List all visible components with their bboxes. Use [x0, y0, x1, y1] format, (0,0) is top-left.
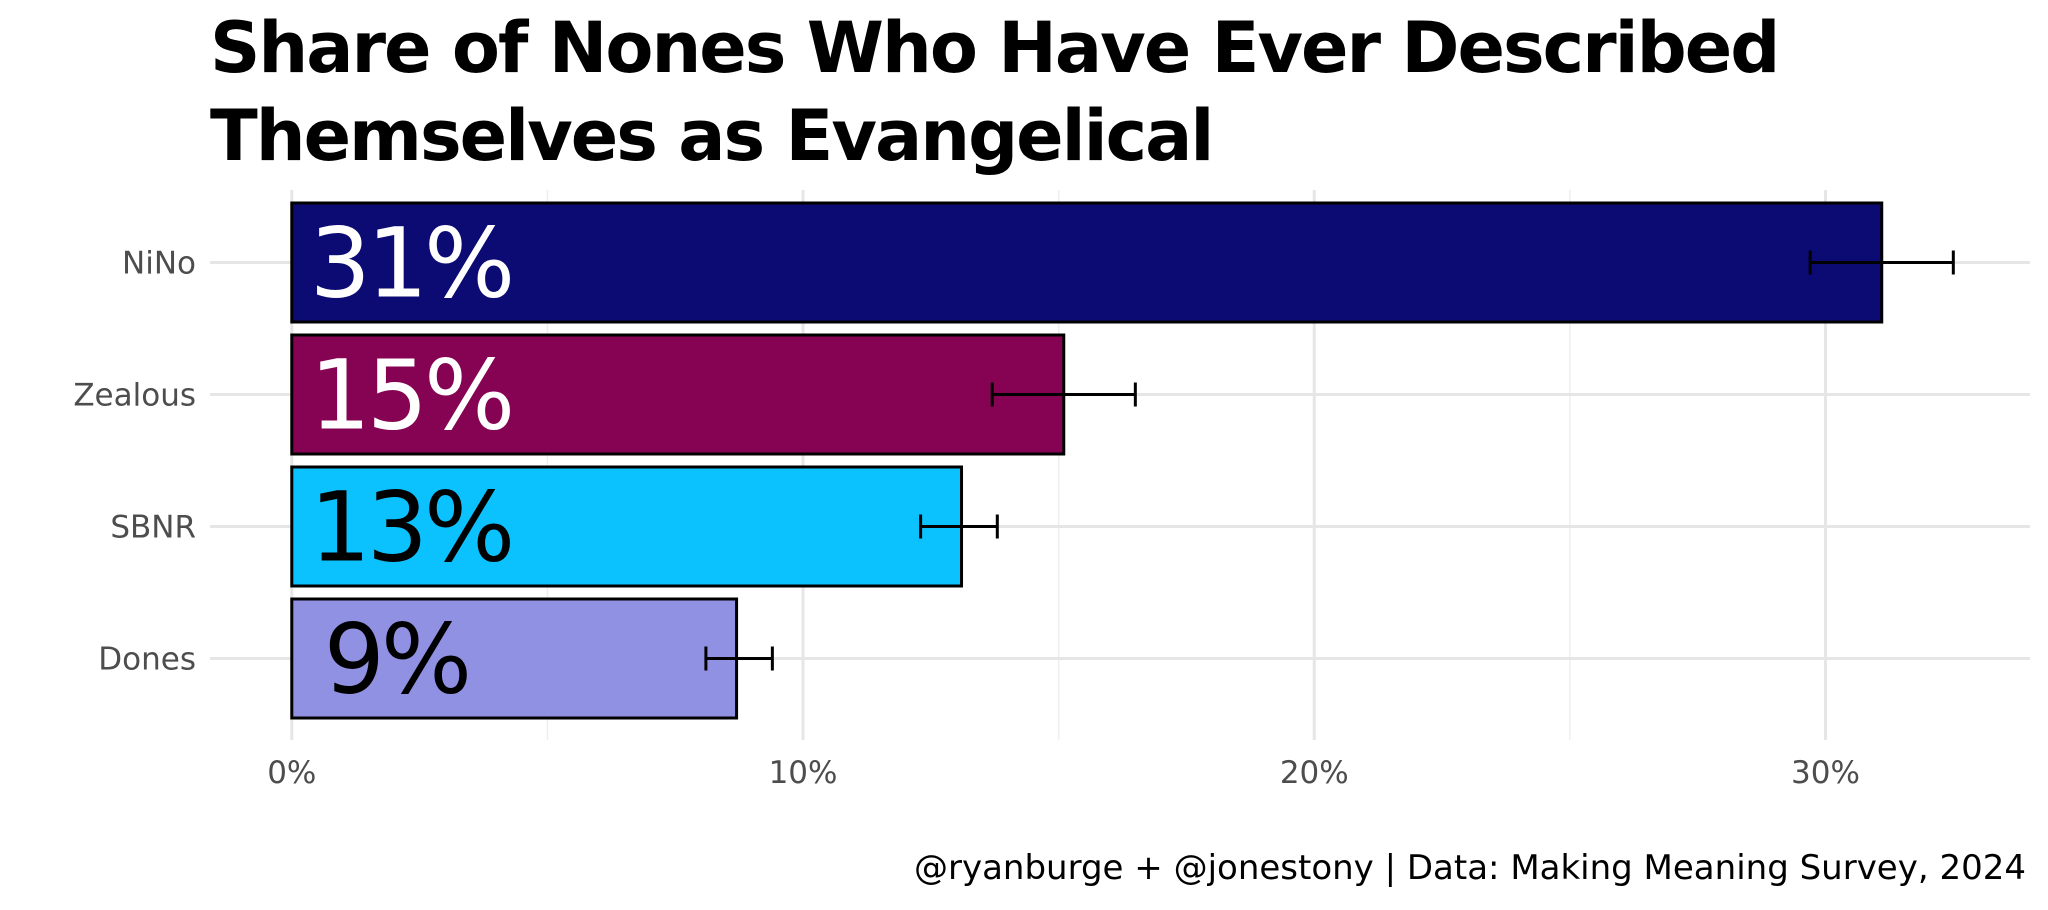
x-tick-label: 20%	[1280, 755, 1349, 791]
bar-sbnr	[290, 465, 964, 588]
value-labels: 31% 15% 13% 9%	[310, 208, 515, 716]
bar-dones	[290, 597, 739, 720]
chart-title: Share of Nones Who Have Ever Described T…	[210, 7, 1780, 177]
y-tick-label: NiNo	[122, 246, 196, 282]
y-tick-label: Zealous	[73, 378, 196, 414]
x-tick-label: 0%	[267, 755, 316, 791]
x-tick-label: 30%	[1791, 755, 1860, 791]
bar-value-label: 31%	[310, 208, 511, 320]
chart-caption: @ryanburge + @jonestony | Data: Making M…	[913, 848, 2026, 888]
y-axis-tick-labels: NiNo Zealous SBNR Dones	[73, 246, 196, 678]
y-tick-label: Dones	[98, 642, 196, 678]
bars	[290, 201, 1884, 720]
bar-value-label: 9%	[324, 604, 468, 716]
x-tick-label: 10%	[769, 755, 838, 791]
x-axis-tick-labels: 0% 10% 20% 30%	[267, 755, 1860, 791]
y-tick-label: SBNR	[110, 510, 196, 546]
bar-value-label: 13%	[310, 472, 511, 584]
error-bars	[704, 250, 1955, 671]
bar-zealous	[290, 333, 1066, 456]
bar-nino	[290, 201, 1884, 324]
bar-value-label: 15%	[310, 340, 511, 452]
